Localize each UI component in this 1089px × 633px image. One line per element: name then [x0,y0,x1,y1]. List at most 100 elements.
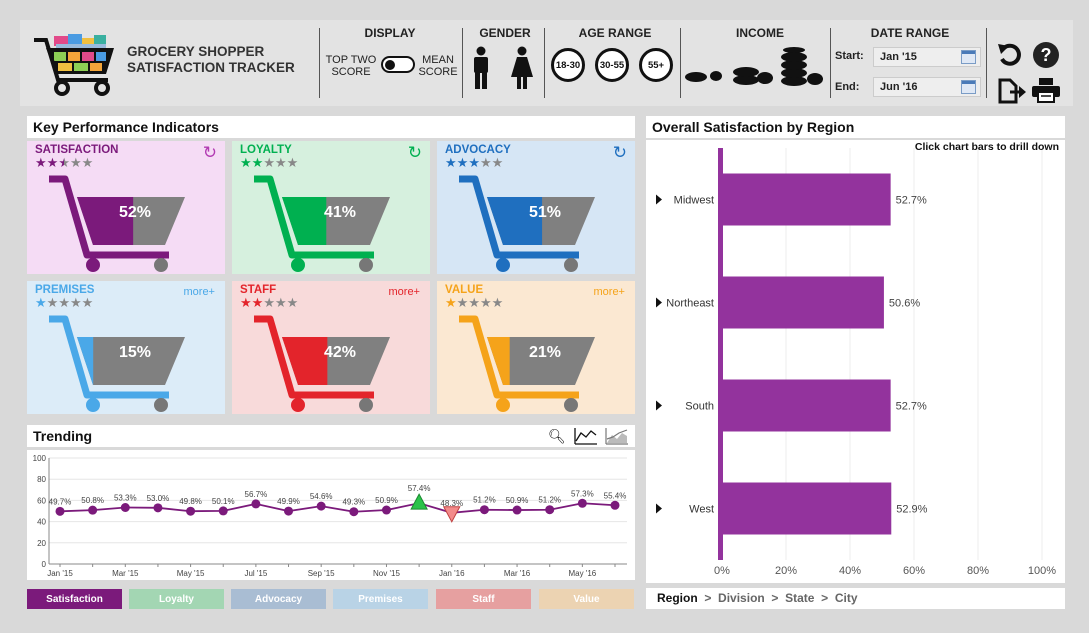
data-label: 54.6% [310,492,333,501]
data-point[interactable] [316,501,326,511]
kpi-card-advocacy[interactable]: ADVOCACY ★★★★★ ↻ 51% [437,141,635,274]
kpi-card-satisfaction[interactable]: SATISFACTION ★★★★★ ↻ 52% [27,141,225,274]
data-point[interactable] [545,505,555,515]
refresh-icon[interactable]: ↻ [612,143,627,162]
trending-chart-area: 0 20 40 60 80 100 Jan '15 Mar '15 May '15 Jul '15… [27,450,635,580]
male-icon[interactable] [471,46,491,90]
help-icon[interactable]: ? [1032,41,1060,69]
legend-premises[interactable]: Premises [333,589,428,609]
breadcrumb-state[interactable]: State [785,591,815,605]
star-icon: ★ [445,155,457,170]
age-18-30-button[interactable]: 18-30 [551,48,585,82]
data-point[interactable] [610,500,620,510]
category-label[interactable]: Northeast [666,298,714,310]
refresh-icon[interactable]: ↻ [407,143,422,162]
data-point[interactable] [381,505,391,515]
cart-wheel [359,398,373,412]
data-label: 50.9% [375,496,398,505]
data-point[interactable] [218,506,228,516]
category-label[interactable]: West [689,504,714,516]
data-label: 55.4% [604,491,627,500]
female-icon[interactable] [510,46,534,90]
start-date-input[interactable]: Jan '15 [873,47,981,67]
area-chart-icon[interactable] [605,427,629,445]
data-point[interactable] [479,505,489,515]
display-toggle[interactable] [381,56,415,73]
refresh-icon[interactable]: ↻ [202,143,217,162]
expand-arrow-icon[interactable] [656,297,662,308]
expand-arrow-icon[interactable] [656,400,662,411]
legend-advocacy[interactable]: Advocacy [231,589,326,609]
data-point[interactable] [577,498,587,508]
legend-satisfaction[interactable]: Satisfaction [27,589,122,609]
data-point[interactable] [284,506,294,516]
expand-arrow-icon[interactable] [656,503,662,514]
region-bar[interactable] [722,173,891,226]
breadcrumb-region[interactable]: Region [657,591,698,605]
income-high-icon[interactable] [781,47,823,86]
category-label[interactable]: South [685,401,714,413]
data-point[interactable] [88,505,98,515]
breadcrumb-city[interactable]: City [834,591,858,605]
breadcrumb: Region > Division > State > City [646,588,1065,609]
legend-loyalty[interactable]: Loyalty [129,589,224,609]
cart-wheel [564,398,578,412]
kpi-card-value[interactable]: VALUE ★★★★★ more+ 21% [437,281,635,414]
cart-wheel [564,258,578,272]
legend-staff[interactable]: Staff [436,589,531,609]
shopping-cart-logo-icon [34,34,114,96]
export-icon[interactable] [997,76,1027,104]
divider [462,28,463,98]
more-link[interactable]: more+ [183,286,216,298]
y-tick-label: 40 [37,518,46,527]
data-label: 51.2% [538,496,561,505]
star-icon: ★ [263,155,275,170]
zoom-icon[interactable]: 🔍︎ [548,428,566,444]
star-icon: ★ [286,295,299,310]
category-label[interactable]: Midwest [674,195,714,207]
kpi-card-staff[interactable]: STAFF ★★★★★ more+ 42% [232,281,430,414]
kpi-card-premises[interactable]: PREMISES ★★★★★ more+ 15% [27,281,225,414]
expand-arrow-icon[interactable] [656,194,662,205]
more-link[interactable]: more+ [388,286,421,298]
data-point[interactable] [55,506,65,516]
end-date-input[interactable]: Jun '16 [873,77,981,97]
income-mid-icon[interactable] [733,67,773,85]
calendar-icon[interactable] [961,80,976,94]
age-55-plus-button[interactable]: 55+ [639,48,673,82]
trend-up-marker[interactable] [410,493,428,510]
cart-frame [459,315,579,399]
print-icon[interactable] [1031,77,1061,103]
star-icon: ★ [456,295,469,310]
kpi-card-loyalty[interactable]: LOYALTY ★★★★★ ↻ 41% [232,141,430,274]
region-bar[interactable] [722,379,891,432]
x-tick-label: 60% [903,565,925,577]
data-point[interactable] [153,503,163,513]
data-point[interactable] [251,499,261,509]
x-tick-label: Mar '16 [504,569,531,578]
calendar-icon[interactable] [961,50,976,64]
y-tick-label: 80 [37,475,46,484]
breadcrumb-division[interactable]: Division [718,591,765,605]
undo-icon[interactable] [997,42,1023,68]
star-rating: ★★★★★ [445,295,503,311]
star-icon: ★ [46,295,59,310]
star-icon: ★ [69,155,82,170]
data-point[interactable] [512,505,522,515]
trend-down-marker[interactable] [442,506,461,523]
data-point[interactable] [186,506,196,516]
data-label: 57.3% [571,489,594,498]
region-bar[interactable] [722,482,892,535]
star-icon: ★ [491,295,504,310]
region-bar[interactable] [722,276,884,329]
data-point[interactable] [120,503,130,513]
divider [986,28,987,98]
more-link[interactable]: more+ [593,286,626,298]
series-line [59,502,616,514]
data-point[interactable] [349,507,359,517]
age-30-55-button[interactable]: 30-55 [595,48,629,82]
income-low-icon[interactable] [684,68,724,84]
line-chart-icon[interactable] [574,427,598,445]
legend-value[interactable]: Value [539,589,634,609]
data-label: 51.2% [473,496,496,505]
